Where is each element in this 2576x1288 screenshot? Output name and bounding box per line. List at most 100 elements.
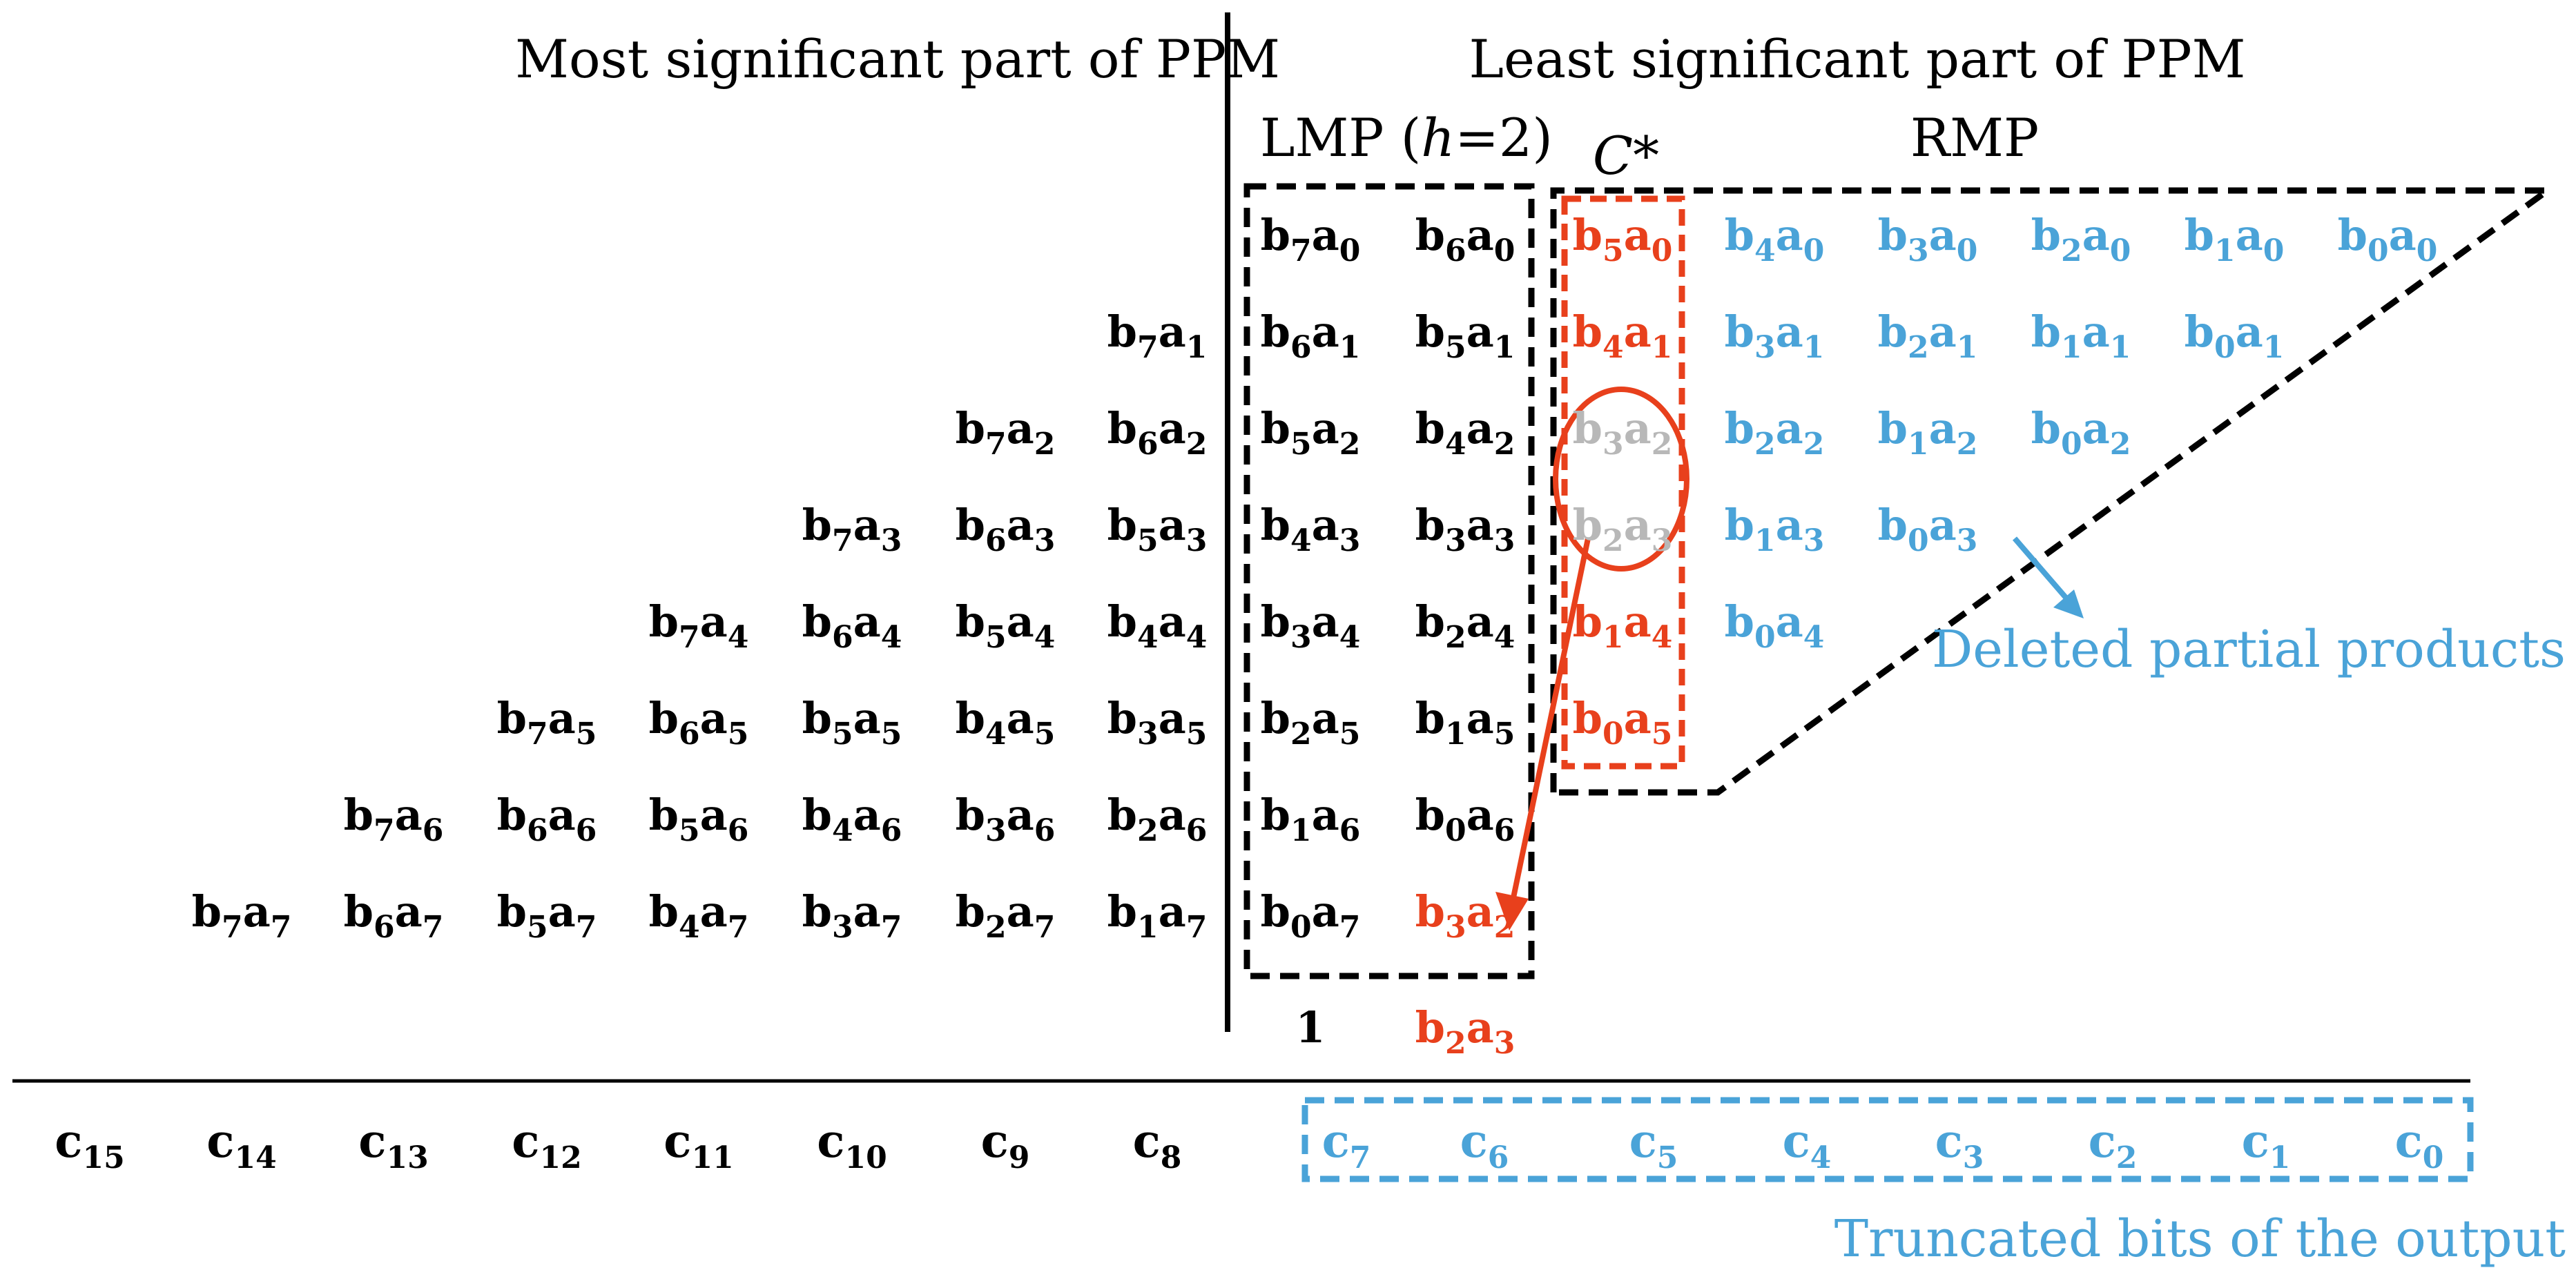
output-bit-c6: c6 [1460, 1114, 1509, 1175]
partial-product-b0a3: b0a3 [1878, 500, 1978, 558]
partial-product-b4a7: b4a7 [649, 886, 749, 945]
partial-product-b2a3: b2a3 [1573, 500, 1673, 558]
partial-product-b4a0: b4a0 [1725, 210, 1825, 269]
partial-product-b0a7: b0a7 [1261, 886, 1361, 945]
partial-product-b4a4: b4a4 [1107, 596, 1208, 655]
partial-product-b4a2: b4a2 [1415, 403, 1515, 462]
partial-product-b2a4: b2a4 [1415, 596, 1515, 655]
partial-product-b7a1: b7a1 [1107, 306, 1208, 365]
partial-product-b2a1: b2a1 [1878, 306, 1978, 365]
deleted-arrow-head [2053, 589, 2084, 618]
lmp-h: h [1421, 107, 1455, 168]
partial-product-b4a1: b4a1 [1573, 306, 1673, 365]
lmp-header: LMP (h=2) [1260, 107, 1553, 168]
partial-product-b7a7: b7a7 [192, 886, 292, 945]
partial-product-b5a4: b5a4 [956, 596, 1056, 655]
partial-product-b0a0: b0a0 [2338, 210, 2438, 269]
partial-product-b0a5: b0a5 [1573, 693, 1673, 752]
partial-product-b7a2: b7a2 [956, 403, 1056, 462]
most-significant-header: Most significant part of PPM [515, 28, 1280, 90]
lmp-suffix: =2) [1455, 107, 1553, 168]
partial-product-b2a0: b2a0 [2031, 210, 2131, 269]
partial-product-b5a2: b5a2 [1261, 403, 1361, 462]
partial-product-b6a5: b6a5 [649, 693, 749, 752]
deleted-products-circle [1553, 387, 1689, 572]
partial-product-b4a6: b4a6 [802, 790, 902, 848]
output-bits: c15 c14 c13 c12 c11 c10 c9 c8 c7 c6 c5 c4 c3 c2 c1 c0 [55, 1114, 2443, 1175]
partial-product-b7a0: b7a0 [1261, 210, 1361, 269]
partial-product-b5a1: b5a1 [1415, 306, 1515, 365]
partial-product-b0a2: b0a2 [2031, 403, 2131, 462]
output-bit-c13: c13 [358, 1114, 428, 1175]
partial-product-b7a5: b7a5 [497, 693, 597, 752]
partial-product-b3a0: b3a0 [1878, 210, 1978, 269]
output-bit-c5: c5 [1629, 1114, 1678, 1175]
partial-product-b7a4: b7a4 [649, 596, 749, 655]
output-bit-c1: c1 [2242, 1114, 2291, 1175]
moved-product-b3a2: b3a2 [1415, 886, 1515, 945]
partial-product-b3a6: b3a6 [956, 790, 1056, 848]
output-bit-c15: c15 [55, 1114, 124, 1175]
output-bit-c3: c3 [1935, 1114, 1984, 1175]
partial-product-b0a6: b0a6 [1415, 790, 1515, 848]
truncated-bits-box [1301, 1097, 2474, 1182]
partial-product-b1a0: b1a0 [2185, 210, 2285, 269]
partial-product-b3a1: b3a1 [1725, 306, 1825, 365]
partial-product-b2a6: b2a6 [1107, 790, 1208, 848]
partial-product-b2a5: b2a5 [1261, 693, 1361, 752]
partial-product-b6a2: b6a2 [1107, 403, 1208, 462]
partial-product-b3a5: b3a5 [1107, 693, 1208, 752]
partial-product-b1a1: b1a1 [2031, 306, 2131, 365]
output-bit-c2: c2 [2089, 1114, 2138, 1175]
partial-product-b4a3: b4a3 [1261, 500, 1361, 558]
extra-product-b2a3: b2a3 [1415, 1002, 1515, 1061]
move-arrow-line [1509, 538, 1591, 905]
partial-product-b5a7: b5a7 [497, 886, 597, 945]
partial-product-b3a4: b3a4 [1261, 596, 1361, 655]
output-bit-c9: c9 [981, 1114, 1030, 1175]
partial-product-b6a6: b6a6 [497, 790, 597, 848]
c-star-box [1561, 195, 1685, 770]
partial-product-b0a1: b0a1 [2185, 306, 2285, 365]
partial-product-b4a5: b4a5 [956, 693, 1056, 752]
partial-product-b3a2: b3a2 [1573, 403, 1673, 462]
partial-product-b2a7: b2a7 [956, 886, 1056, 945]
deleted-arrow-line [2012, 536, 2070, 601]
least-significant-header: Least significant part of PPM [1469, 28, 2245, 90]
partial-product-b2a2: b2a2 [1725, 403, 1825, 462]
partial-product-b6a0: b6a0 [1415, 210, 1515, 269]
partial-product-b6a7: b6a7 [344, 886, 444, 945]
partial-product-b6a1: b6a1 [1261, 306, 1361, 365]
partial-product-matrix: b7a0 b6a0 b5a0 b4a0 b3a0 b2a0 b1a0 b0a0 b7a1 b6a1… [192, 210, 2438, 945]
partial-product-b5a3: b5a3 [1107, 500, 1208, 558]
output-bit-c12: c12 [512, 1114, 581, 1175]
partial-product-b1a2: b1a2 [1878, 403, 1978, 462]
partial-product-b3a7: b3a7 [802, 886, 902, 945]
output-bit-c11: c11 [664, 1114, 733, 1175]
partial-product-b1a7: b1a7 [1107, 886, 1208, 945]
lmp-box [1243, 183, 1535, 979]
partial-product-b6a3: b6a3 [956, 500, 1056, 558]
partial-product-b7a6: b7a6 [344, 790, 444, 848]
partial-product-b3a3: b3a3 [1415, 500, 1515, 558]
output-bit-c7: c7 [1322, 1114, 1371, 1175]
output-bit-c0: c0 [2395, 1114, 2444, 1175]
rmp-region [1550, 187, 2557, 796]
output-bit-c10: c10 [817, 1114, 887, 1175]
partial-product-b5a6: b5a6 [649, 790, 749, 848]
partial-product-b5a5: b5a5 [802, 693, 902, 752]
extra-constant-one: 1 [1295, 1002, 1325, 1053]
partial-product-b1a6: b1a6 [1261, 790, 1361, 848]
extra-row: 1 b2a3 [1295, 1002, 1515, 1061]
partial-product-b7a3: b7a3 [802, 500, 902, 558]
partial-product-b1a5: b1a5 [1415, 693, 1515, 752]
partial-product-b6a4: b6a4 [802, 596, 902, 655]
partial-product-b1a4: b1a4 [1573, 596, 1673, 655]
output-bit-c8: c8 [1133, 1114, 1182, 1175]
c-star-label: C* [1593, 125, 1659, 186]
truncated-bits-label: Truncated bits of the output [1834, 1209, 2566, 1269]
partial-product-b1a3: b1a3 [1725, 500, 1825, 558]
partial-product-b0a4: b0a4 [1725, 596, 1825, 655]
output-bit-c14: c14 [206, 1114, 276, 1175]
